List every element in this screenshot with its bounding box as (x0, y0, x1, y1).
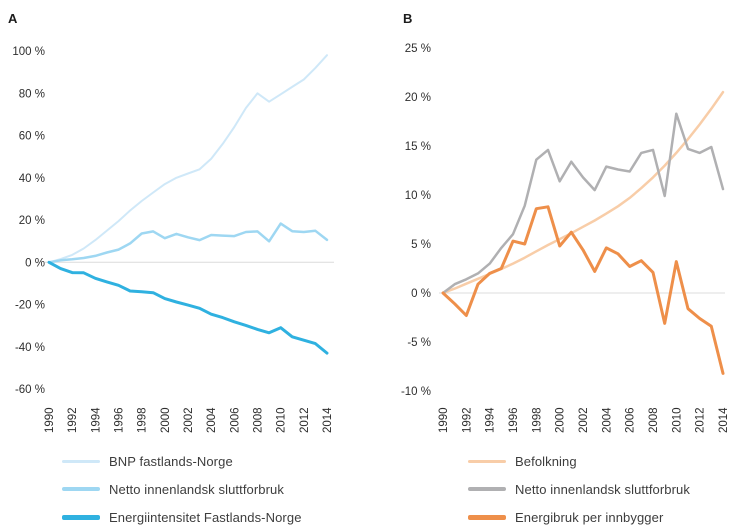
legend-item: Befolkning (468, 447, 690, 475)
x-axis-tick-label: 1994 (90, 407, 102, 433)
x-axis-tick-label: 1996 (508, 407, 520, 433)
y-axis-tick-label: 15 % (405, 141, 431, 153)
x-axis-tick-label: 2006 (229, 407, 241, 433)
x-axis-tick-label: 1996 (114, 407, 126, 433)
series-line-bnp-fastlands-norge (48, 54, 328, 264)
x-axis-tick-label: 1998 (137, 407, 149, 433)
legend-label: Energiintensitet Fastlands-Norge (109, 509, 302, 525)
legend-label: Energibruk per innbygger (515, 509, 664, 525)
legend-item: Netto innenlandsk sluttforbruk (62, 475, 302, 503)
x-axis-tick-label: 2012 (299, 407, 311, 433)
legend-swatch (62, 459, 100, 463)
x-axis-tick-label: 2000 (160, 407, 172, 433)
x-axis-tick-label: 1990 (438, 407, 450, 433)
legend-item: Energiintensitet Fastlands-Norge (62, 503, 302, 527)
y-axis-tick-label: 60 % (19, 131, 45, 143)
legend-swatch (468, 487, 506, 491)
y-axis-tick-label: 10 % (405, 190, 431, 202)
legend-swatch (62, 514, 100, 520)
legend-item: Energibruk per innbygger (468, 503, 690, 527)
x-axis-tick-label: 2010 (671, 407, 683, 433)
legend-label: Befolkning (515, 453, 577, 469)
legend-a: BNP fastlands-Norge Netto innenlandsk sl… (62, 447, 302, 527)
legend-item: Netto innenlandsk sluttforbruk (468, 475, 690, 503)
legend-label: Netto innenlandsk sluttforbruk (109, 481, 284, 497)
chart-panel-a: A 100 % 80 % 60 % 40 % 20 % 0 % -20 % -40 % -60 … (8, 11, 334, 433)
series-line-energiintensitet-fastlands-norge (47, 260, 329, 355)
y-axis-tick-label: -20 % (15, 300, 45, 312)
series-line-netto-innenlandsk-sluttforbruk (441, 112, 725, 295)
legend-swatch (468, 514, 506, 520)
x-axis-tick-label: 2008 (253, 407, 265, 433)
y-axis-tick-label: -10 % (401, 386, 431, 398)
y-axis-tick-label: 20 % (19, 215, 45, 227)
chart-panel-b: B 25 % 20 % 15 % 10 % 5 % 0 % -5 % -10 % 1990 199… (401, 11, 730, 433)
y-axis-tick-label: 40 % (19, 173, 45, 185)
panel-a-label: A (8, 11, 18, 26)
x-axis-tick-label: 2000 (555, 407, 567, 433)
x-axis-tick-label: 2012 (695, 407, 707, 433)
y-axis-tick-label: 100 % (12, 46, 45, 58)
x-axis-tick-label: 2004 (206, 407, 218, 433)
y-axis-tick-label: 0 % (25, 257, 45, 269)
x-axis-tick-label: 2006 (625, 407, 637, 433)
x-axis-tick-label: 2002 (578, 407, 590, 433)
x-axis-tick-label: 2004 (601, 407, 613, 433)
x-axis-tick-label: 2008 (648, 407, 660, 433)
x-axis-tick-label: 1992 (67, 407, 79, 433)
legend-swatch (62, 487, 100, 491)
series-line-befolkning (441, 90, 725, 295)
x-axis-tick-label: 1992 (461, 407, 473, 433)
x-axis-tick-label: 1990 (44, 407, 56, 433)
series-line-energibruk-per-innbygger (441, 205, 725, 375)
panel-b-label: B (403, 11, 412, 26)
y-axis-tick-label: 0 % (411, 288, 431, 300)
plot-area-a: 100 % 80 % 60 % 40 % 20 % 0 % -20 % -40 % -60 % 1… (12, 46, 334, 433)
x-axis-tick-label: 2014 (322, 407, 334, 433)
x-axis-tick-label: 1994 (485, 407, 497, 433)
legend-b: Befolkning Netto innenlandsk sluttforbru… (468, 447, 690, 527)
legend-label: Netto innenlandsk sluttforbruk (515, 481, 690, 497)
y-axis-tick-label: 25 % (405, 43, 431, 55)
x-axis-tick-label: 2014 (718, 407, 730, 433)
y-axis-tick-label: 5 % (411, 239, 431, 251)
y-axis-tick-label: 20 % (405, 92, 431, 104)
x-axis-tick-label: 1998 (531, 407, 543, 433)
legend-item: BNP fastlands-Norge (62, 447, 302, 475)
y-axis-tick-label: -5 % (407, 337, 431, 349)
legend-label: BNP fastlands-Norge (109, 453, 233, 469)
y-axis-tick-label: -40 % (15, 342, 45, 354)
plot-area-b: 25 % 20 % 15 % 10 % 5 % 0 % -5 % -10 % 1990 1992 1… (401, 43, 730, 433)
series-line-netto-innenlandsk-sluttforbruk (47, 222, 329, 264)
x-axis-tick-label: 2002 (183, 407, 195, 433)
legend-swatch (468, 459, 506, 463)
y-axis-tick-label: -60 % (15, 384, 45, 396)
y-axis-tick-label: 80 % (19, 88, 45, 100)
x-axis-tick-label: 2010 (276, 407, 288, 433)
